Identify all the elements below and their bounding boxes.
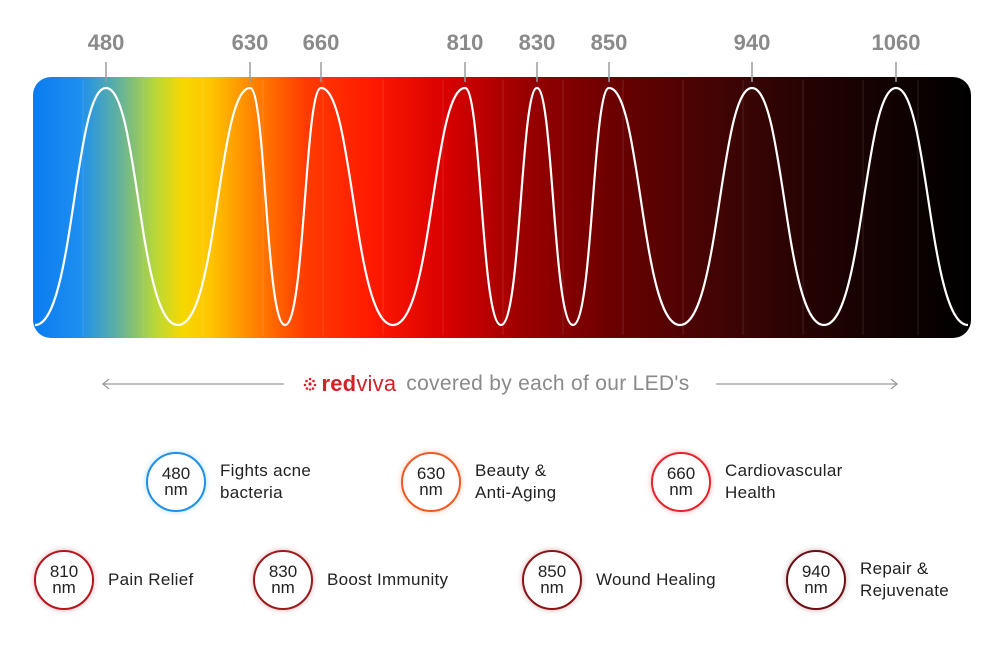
- badge-unit: nm: [669, 480, 693, 499]
- benefit-item: 660 nm Cardiovascular Health: [651, 452, 843, 512]
- badge-value: 940: [801, 562, 831, 581]
- wavelength-tick-label: 1060: [872, 30, 921, 55]
- badge-unit: nm: [271, 578, 295, 597]
- wavelength-tick-label: 830: [519, 30, 556, 55]
- right-arrow-icon: [715, 378, 898, 390]
- benefit-label: Pain Relief: [108, 570, 194, 589]
- wavelength-tick-label: 630: [232, 30, 269, 55]
- benefit-item: 810 nm Pain Relief: [34, 550, 194, 610]
- wavelength-badge: 810 nm: [34, 550, 94, 610]
- wavelength-tick-label: 810: [447, 30, 484, 55]
- benefit-item: 480 nm Fights acne bacteria: [146, 452, 311, 512]
- brand-logo: redviva: [302, 371, 396, 397]
- badge-value: 830: [268, 562, 298, 581]
- brand-name-red: red: [321, 371, 357, 396]
- caption-row: redviva covered by each of our LED's: [0, 366, 1000, 402]
- badge-unit: nm: [52, 578, 76, 597]
- wavelength-tick-label: 940: [734, 30, 771, 55]
- badge-value: 850: [537, 562, 567, 581]
- benefit-label: Wound Healing: [596, 570, 716, 589]
- brand-name-viva: viva: [356, 371, 397, 396]
- wavelength-badge: 630 nm: [401, 452, 461, 512]
- benefit-item: 830 nm Boost Immunity: [253, 550, 448, 610]
- badge-value: 810: [49, 562, 79, 581]
- badge-value: 630: [416, 464, 446, 483]
- spectrum-chart: 480 630 660 810 830 850 940 1060: [33, 30, 971, 338]
- benefit-item: 630 nm Beauty & Anti-Aging: [401, 452, 556, 512]
- wavelength-badge: 940 nm: [786, 550, 846, 610]
- badge-value: 480: [161, 464, 191, 483]
- wavelength-badge: 660 nm: [651, 452, 711, 512]
- caption-text: covered by each of our LED's: [406, 372, 690, 395]
- dotted-sun-icon: [304, 377, 317, 391]
- wavelength-tick-label: 850: [591, 30, 628, 55]
- wavelength-wave: [34, 86, 969, 327]
- benefit-label: Fights acne bacteria: [220, 461, 312, 502]
- benefit-item: 940 nm Repair & Rejuvenate: [786, 550, 949, 610]
- wavelength-badge: 850 nm: [522, 550, 582, 610]
- wavelength-tick-label: 480: [88, 30, 125, 55]
- wavelength-badge: 830 nm: [253, 550, 313, 610]
- benefit-label: Cardiovascular Health: [725, 461, 843, 502]
- badge-value: 660: [666, 464, 696, 483]
- badge-unit: nm: [419, 480, 443, 499]
- benefit-label: Beauty & Anti-Aging: [475, 461, 557, 502]
- badge-unit: nm: [804, 578, 828, 597]
- benefit-item: 850 nm Wound Healing: [522, 550, 716, 610]
- benefit-label: Repair & Rejuvenate: [860, 559, 950, 600]
- wavelength-tick-label: 660: [303, 30, 340, 55]
- badge-unit: nm: [540, 578, 564, 597]
- spectrum-band: [33, 77, 971, 338]
- wavelength-badge: 480 nm: [146, 452, 206, 512]
- left-arrow-icon: [102, 378, 285, 390]
- badge-unit: nm: [164, 480, 188, 499]
- benefit-label: Boost Immunity: [327, 570, 449, 589]
